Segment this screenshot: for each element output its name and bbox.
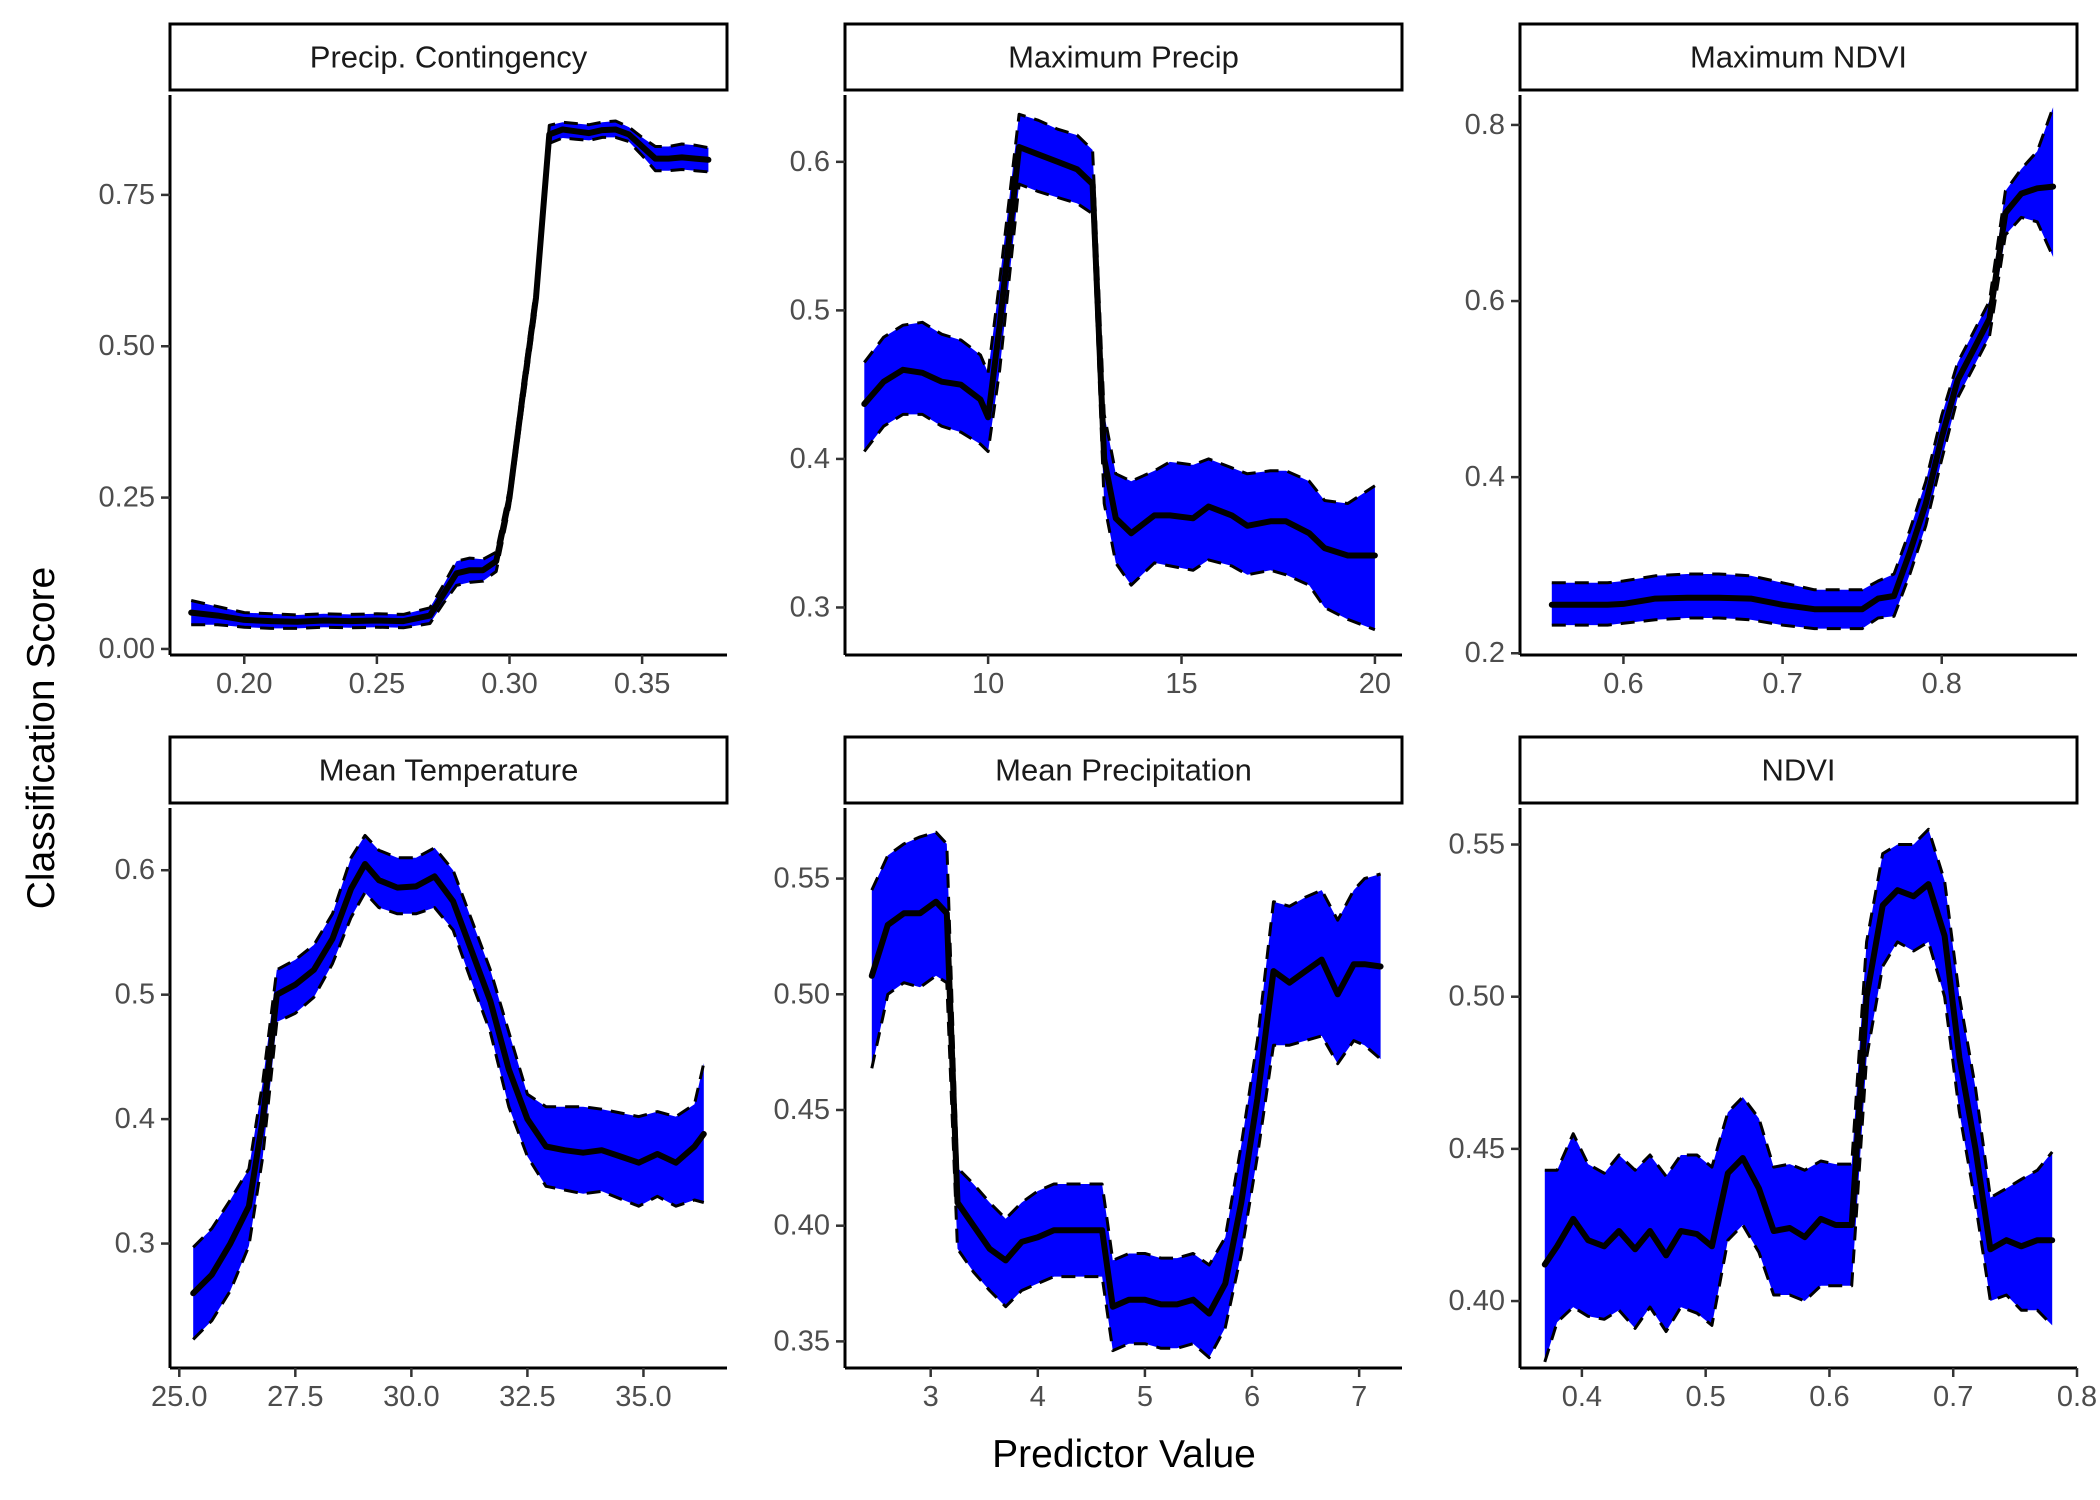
y-tick-label: 0.4: [115, 1103, 155, 1135]
panel-title: Maximum NDVI: [1690, 40, 1907, 75]
panel-title: Maximum Precip: [1008, 40, 1239, 75]
mean-line: [861, 144, 1378, 559]
x-tick-label: 10: [972, 668, 1004, 700]
y-axis-title: Classification Score: [20, 567, 63, 909]
x-tick-label: 0.35: [614, 668, 670, 700]
confidence-ribbon: [871, 832, 1381, 1358]
x-tick-label: 0.6: [1809, 1381, 1849, 1413]
y-tick-label: 0.40: [774, 1210, 830, 1242]
panel-strip: [168, 22, 729, 92]
x-tick-label: 0.20: [216, 668, 272, 700]
mean-line: [868, 898, 1384, 1317]
upper-bound-line: [863, 112, 1376, 505]
mean-line: [1541, 881, 2056, 1268]
y-tick-label: 0.6: [1465, 285, 1505, 317]
confidence-ribbon: [193, 835, 704, 1340]
panel-strip: [843, 22, 1404, 92]
y-tick-label: 0.6: [115, 854, 155, 886]
x-tick-label: 25.0: [151, 1381, 207, 1413]
y-tick-label: 0.50: [1449, 981, 1505, 1013]
x-tick-label: 20: [1359, 668, 1391, 700]
panel-strip: [1518, 735, 2079, 805]
x-tick-label: 15: [1165, 668, 1197, 700]
y-tick-label: 0.25: [99, 482, 155, 514]
y-tick-label: 0.6: [790, 146, 830, 178]
y-tick-label: 0.45: [774, 1094, 830, 1126]
mean-line: [1548, 183, 2057, 613]
confidence-ribbon: [1544, 829, 2053, 1362]
x-tick-label: 0.8: [1922, 668, 1962, 700]
x-tick-label: 35.0: [615, 1381, 671, 1413]
lower-bound-line: [1543, 940, 2054, 1363]
y-tick-label: 0.8: [1465, 109, 1505, 141]
y-tick-label: 0.2: [1465, 637, 1505, 669]
panel-5: Mean Precipitation 0.35 0.40 0.45 0.50 0.55 3 4…: [774, 735, 1404, 1413]
x-tick-label: 0.6: [1603, 668, 1643, 700]
lower-bound-line: [191, 135, 709, 630]
y-tick-label: 0.50: [774, 978, 830, 1010]
x-tick-label: 0.25: [349, 668, 405, 700]
y-tick-label: 0.5: [790, 294, 830, 326]
y-tick-label: 0.00: [99, 633, 155, 665]
lower-bound-line: [1551, 215, 2055, 631]
x-tick-label: 27.5: [267, 1381, 323, 1413]
y-tick-label: 0.40: [1449, 1285, 1505, 1317]
x-tick-label: 0.4: [1562, 1381, 1602, 1413]
y-tick-label: 0.50: [99, 330, 155, 362]
mean-line: [188, 126, 712, 625]
panel-4: Mean Temperature 0.3 0.4 0.5 0.6 25.0 27.5 30.0…: [115, 735, 729, 1413]
x-tick-label: 6: [1244, 1381, 1260, 1413]
x-tick-label: 0.7: [1933, 1381, 1973, 1413]
x-tick-label: 0.5: [1686, 1381, 1726, 1413]
panel-strip: [1518, 22, 2079, 92]
panel-2: Maximum Precip 0.3 0.4 0.5 0.6 10 15 20: [790, 22, 1404, 700]
panel-title: Precip. Contingency: [310, 40, 588, 75]
y-tick-label: 0.4: [790, 443, 830, 475]
y-tick-label: 0.45: [1449, 1133, 1505, 1165]
y-tick-label: 0.4: [1465, 461, 1505, 493]
y-tick-label: 0.55: [1449, 829, 1505, 861]
panel-6: NDVI 0.40 0.45 0.50 0.55 0.4 0.5 0.6 0.7 0.8: [1449, 735, 2097, 1413]
panel-3: Maximum NDVI 0.2 0.4 0.6 0.8 0.6 0.7 0.8: [1465, 22, 2079, 700]
mean-line: [190, 861, 707, 1297]
y-tick-label: 0.3: [115, 1228, 155, 1260]
x-tick-label: 0.30: [481, 668, 537, 700]
y-tick-label: 0.55: [774, 863, 830, 895]
upper-bound-line: [870, 830, 1382, 1267]
panel-1: Precip. Contingency 0.00 0.25 0.50 0.75 0.20 0…: [99, 22, 729, 700]
y-tick-label: 0.75: [99, 179, 155, 211]
x-tick-label: 32.5: [499, 1381, 555, 1413]
confidence-ribbon: [191, 121, 709, 629]
upper-bound-line: [1544, 827, 2054, 1200]
panel-title: Mean Temperature: [319, 753, 579, 788]
panel-title: Mean Precipitation: [995, 753, 1252, 788]
panel-strip: [168, 735, 729, 805]
confidence-ribbon: [1551, 107, 2054, 629]
y-tick-label: 0.35: [774, 1325, 830, 1357]
x-axis-title: Predictor Value: [992, 1433, 1256, 1476]
x-tick-label: 0.7: [1762, 668, 1802, 700]
confidence-ribbon: [864, 114, 1375, 630]
panel-title: NDVI: [1761, 753, 1835, 788]
x-tick-label: 4: [1030, 1381, 1046, 1413]
y-tick-label: 0.3: [790, 591, 830, 623]
x-tick-label: 3: [923, 1381, 939, 1413]
upper-bound-line: [190, 119, 709, 617]
x-tick-label: 7: [1351, 1381, 1367, 1413]
x-tick-label: 0.8: [2057, 1381, 2097, 1413]
panel-strip: [843, 735, 1404, 805]
x-tick-label: 30.0: [383, 1381, 439, 1413]
x-tick-label: 5: [1137, 1381, 1153, 1413]
upper-bound-line: [192, 833, 706, 1249]
y-tick-label: 0.5: [115, 979, 155, 1011]
lower-bound-line: [863, 182, 1376, 632]
